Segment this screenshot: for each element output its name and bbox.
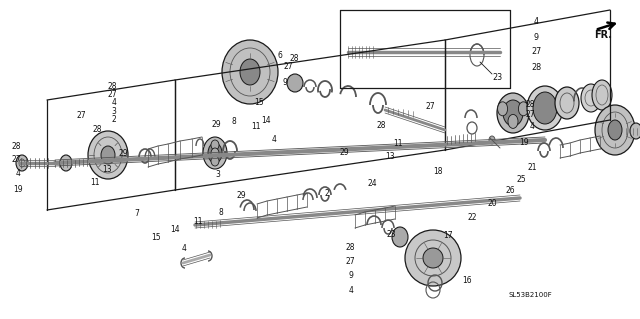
Ellipse shape xyxy=(211,156,219,166)
Text: 11: 11 xyxy=(252,122,260,131)
Text: 29: 29 xyxy=(118,149,129,158)
Text: 4: 4 xyxy=(15,169,20,178)
Ellipse shape xyxy=(630,123,640,139)
Text: 23: 23 xyxy=(387,230,397,239)
Ellipse shape xyxy=(222,40,278,104)
Text: 29: 29 xyxy=(211,120,221,129)
Text: 28: 28 xyxy=(108,82,116,91)
Text: 27: 27 xyxy=(531,48,541,56)
Text: 27: 27 xyxy=(425,102,435,111)
Text: 28: 28 xyxy=(531,63,541,71)
Text: 18: 18 xyxy=(434,167,443,176)
Text: 27: 27 xyxy=(525,110,535,119)
Text: 27: 27 xyxy=(283,63,293,71)
Ellipse shape xyxy=(240,59,260,85)
Text: 14: 14 xyxy=(261,116,271,125)
Text: 16: 16 xyxy=(462,276,472,285)
Text: 2: 2 xyxy=(111,115,116,124)
Text: 25: 25 xyxy=(516,175,527,184)
Ellipse shape xyxy=(533,92,557,124)
Ellipse shape xyxy=(208,143,222,163)
Text: 28: 28 xyxy=(12,142,20,151)
Text: 4: 4 xyxy=(181,244,186,253)
Text: 4: 4 xyxy=(348,286,353,295)
Text: 27: 27 xyxy=(11,155,21,164)
Text: FR.: FR. xyxy=(594,30,612,40)
Text: 11: 11 xyxy=(90,178,99,187)
Text: 9: 9 xyxy=(282,78,287,87)
Text: SL53B2100F: SL53B2100F xyxy=(508,292,552,298)
Text: 26: 26 xyxy=(506,186,516,195)
Ellipse shape xyxy=(489,136,495,144)
Ellipse shape xyxy=(595,105,635,155)
Text: 28: 28 xyxy=(525,100,534,109)
Ellipse shape xyxy=(508,115,518,129)
Ellipse shape xyxy=(405,230,461,286)
Ellipse shape xyxy=(88,131,128,179)
Text: 9: 9 xyxy=(533,33,539,41)
Ellipse shape xyxy=(498,102,508,116)
Ellipse shape xyxy=(392,227,408,247)
Text: 4: 4 xyxy=(534,18,538,26)
Ellipse shape xyxy=(592,80,612,110)
Text: 3: 3 xyxy=(215,170,220,179)
Text: 11: 11 xyxy=(194,217,203,226)
Text: 4: 4 xyxy=(111,98,116,107)
Text: 28: 28 xyxy=(376,121,385,130)
Ellipse shape xyxy=(101,146,115,164)
Text: 21: 21 xyxy=(528,163,537,172)
Text: 28: 28 xyxy=(290,54,299,63)
Text: 8: 8 xyxy=(232,117,237,126)
Text: 29: 29 xyxy=(236,191,246,200)
Text: 15: 15 xyxy=(150,233,161,242)
Text: 7: 7 xyxy=(134,209,139,218)
Ellipse shape xyxy=(555,87,579,119)
Text: 19: 19 xyxy=(518,138,529,147)
Text: 24: 24 xyxy=(367,179,378,188)
Text: 19: 19 xyxy=(13,185,23,194)
Text: 4: 4 xyxy=(271,135,276,144)
Text: 4: 4 xyxy=(530,122,535,130)
Text: 15: 15 xyxy=(254,98,264,107)
Text: 13: 13 xyxy=(385,152,396,161)
Ellipse shape xyxy=(16,155,28,171)
Text: 17: 17 xyxy=(443,231,453,240)
Ellipse shape xyxy=(60,155,72,171)
Text: 11: 11 xyxy=(394,139,403,148)
Ellipse shape xyxy=(497,93,529,133)
Text: 23: 23 xyxy=(492,73,502,83)
Ellipse shape xyxy=(608,120,622,140)
Text: 27: 27 xyxy=(346,257,356,266)
Text: 8: 8 xyxy=(218,208,223,217)
Text: 20: 20 xyxy=(488,199,498,208)
Text: 22: 22 xyxy=(468,213,477,222)
Text: 27: 27 xyxy=(107,90,117,99)
Ellipse shape xyxy=(581,84,601,112)
Text: 13: 13 xyxy=(102,165,112,174)
Text: 27: 27 xyxy=(76,111,86,120)
Ellipse shape xyxy=(423,248,443,268)
Ellipse shape xyxy=(503,100,523,126)
Ellipse shape xyxy=(211,140,219,150)
Text: 29: 29 xyxy=(339,148,349,157)
Ellipse shape xyxy=(203,137,227,169)
Text: 28: 28 xyxy=(346,243,355,252)
Ellipse shape xyxy=(527,86,563,130)
Text: 3: 3 xyxy=(111,107,116,115)
Text: 28: 28 xyxy=(93,125,102,134)
Ellipse shape xyxy=(518,102,529,116)
Ellipse shape xyxy=(211,148,219,158)
Text: 9: 9 xyxy=(348,271,353,280)
Text: 2: 2 xyxy=(324,189,329,198)
Ellipse shape xyxy=(287,74,303,92)
Text: 6: 6 xyxy=(278,51,283,60)
Text: 14: 14 xyxy=(170,225,180,234)
